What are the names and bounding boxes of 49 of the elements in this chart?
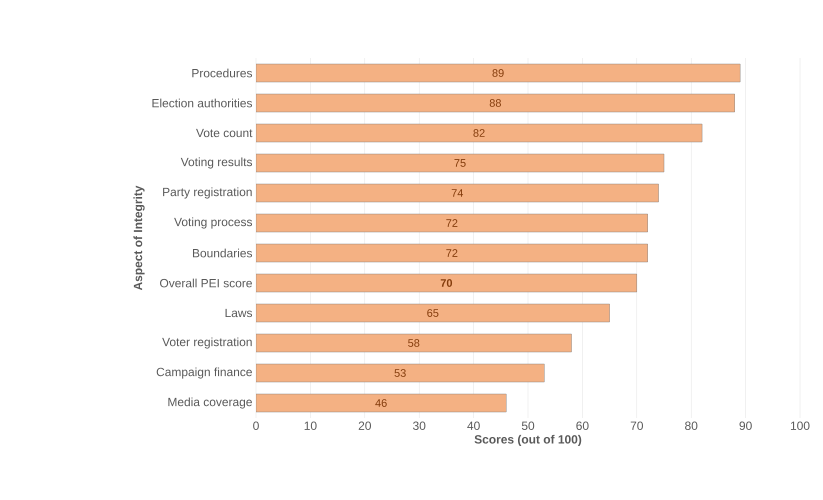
y-tick-label: Voting results: [180, 157, 252, 169]
x-tick-label: 10: [304, 422, 317, 430]
y-tick-label: Vote count: [196, 128, 252, 138]
y-tick-label: Voter registration: [162, 337, 252, 349]
bar: [256, 94, 735, 112]
bar: [256, 124, 702, 142]
data-label: 75: [454, 159, 466, 167]
data-label: 72: [446, 249, 458, 257]
data-label: 89: [492, 69, 504, 77]
data-label: 65: [427, 309, 438, 317]
y-tick-label: Party registration: [163, 187, 252, 199]
x-tick-label: 90: [740, 422, 752, 430]
data-label: 72: [446, 219, 458, 227]
x-tick-label: 70: [630, 422, 643, 430]
bar: [256, 244, 648, 262]
y-tick-label: Procedures: [192, 68, 252, 78]
bar: [256, 154, 664, 172]
bar: [256, 394, 506, 412]
data-label: 53: [394, 369, 406, 377]
x-tick-label: 40: [467, 422, 480, 430]
bar: [256, 304, 610, 322]
x-tick-label: 100: [790, 422, 810, 430]
bar: [256, 184, 659, 202]
data-label: 82: [473, 129, 485, 137]
data-label: 88: [490, 99, 501, 107]
y-axis-title: Aspect of Integrity: [133, 186, 145, 290]
y-tick-label: Media coverage: [168, 397, 252, 409]
x-tick-label: 80: [685, 422, 698, 430]
x-tick-label: 60: [576, 422, 589, 430]
y-tick-label: Campaign finance: [156, 367, 252, 379]
data-label: 74: [452, 189, 464, 197]
y-tick-label: Boundaries: [192, 248, 252, 258]
data-label: 58: [408, 339, 420, 347]
data-label: 70: [440, 279, 452, 287]
bar: [256, 274, 638, 292]
y-tick-label: Voting process: [174, 217, 252, 229]
x-tick-label: 50: [522, 422, 534, 430]
y-tick-label: Laws: [226, 308, 252, 318]
data-label: 46: [375, 399, 387, 407]
x-axis-title: Scores (out of 100): [474, 434, 582, 446]
y-tick-label: Election authorities: [152, 98, 252, 108]
y-tick-label: Overall PEI score: [160, 278, 252, 288]
bar: [256, 364, 545, 382]
x-tick-label: 30: [413, 422, 426, 430]
bar: [256, 334, 572, 352]
bar: [256, 214, 648, 232]
x-tick-label: 0: [253, 422, 259, 430]
bar: [256, 64, 740, 82]
x-tick-label: 20: [358, 422, 371, 430]
